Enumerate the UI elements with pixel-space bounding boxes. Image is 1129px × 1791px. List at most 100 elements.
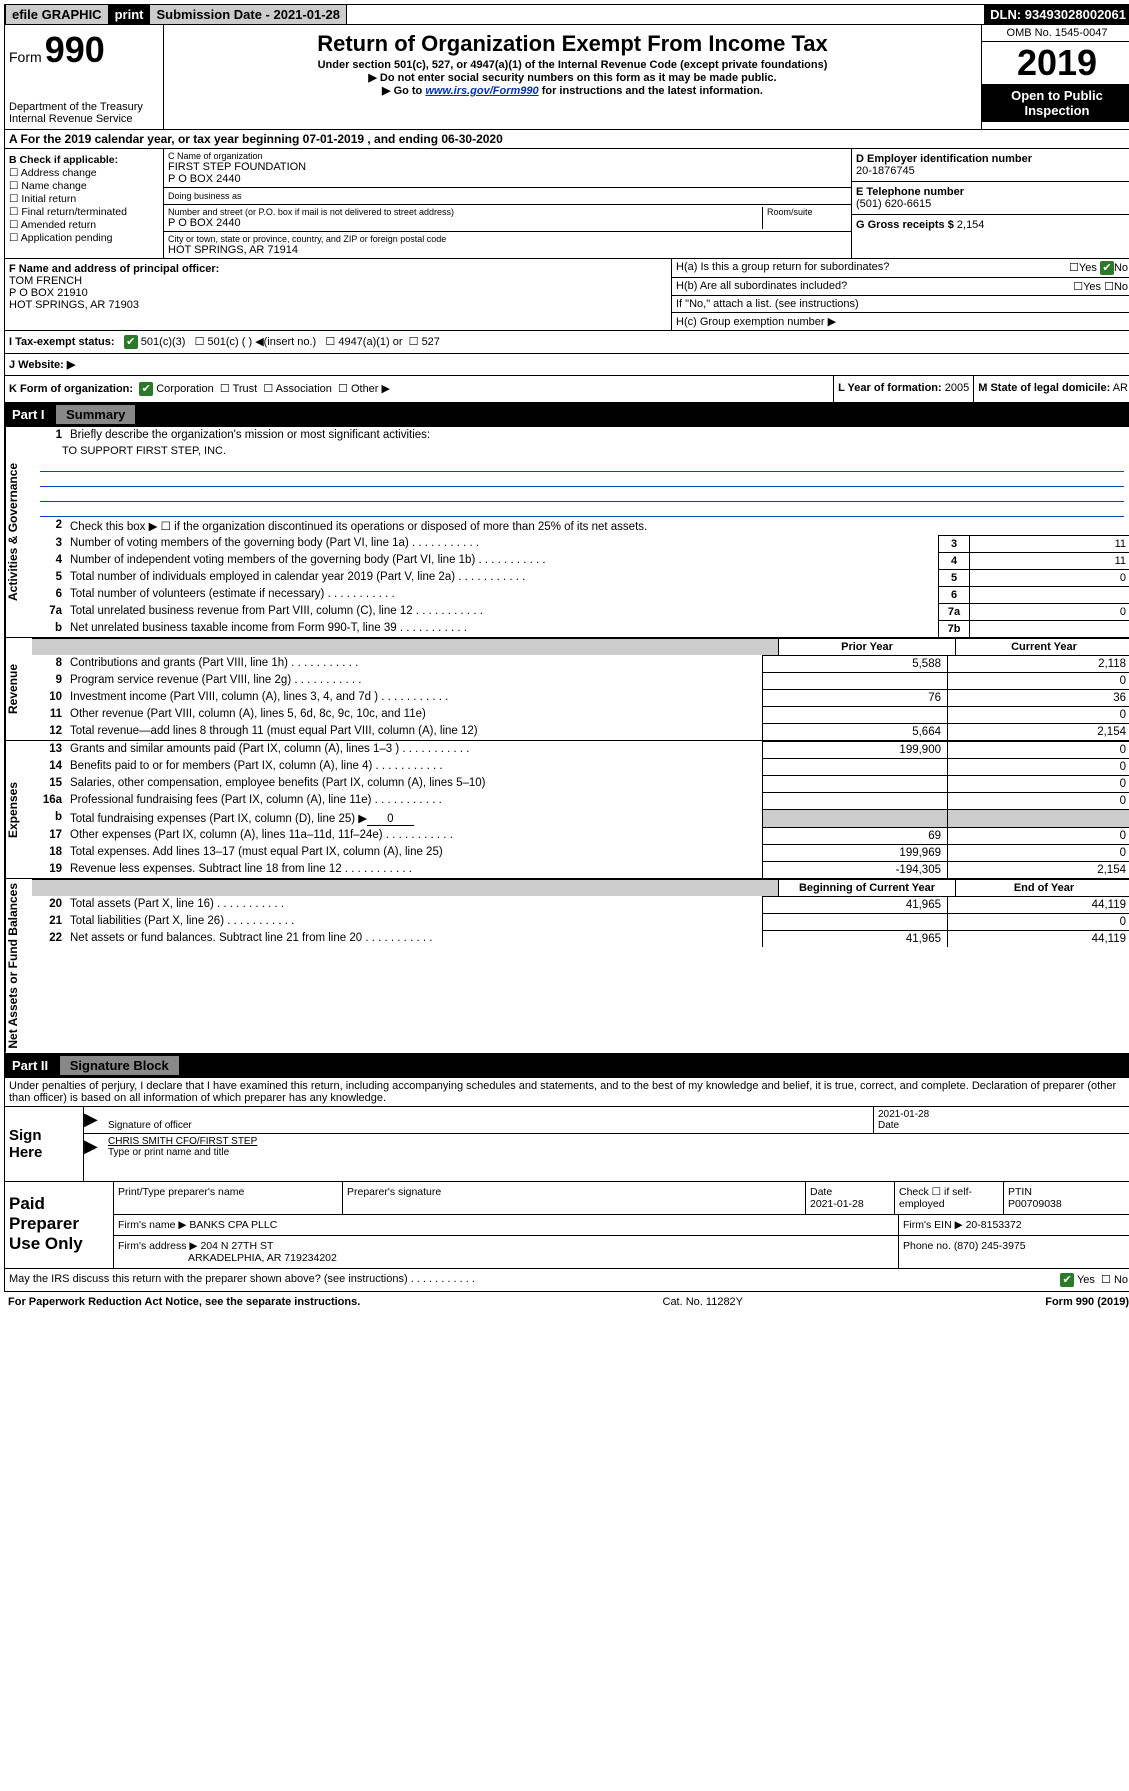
g-label: G Gross receipts $: [856, 219, 954, 231]
ptin-label: PTIN: [1008, 1186, 1032, 1198]
subtitle-1: Under section 501(c), 527, or 4947(a)(1)…: [168, 59, 977, 71]
line20: Total assets (Part X, line 16): [66, 896, 762, 913]
chk-amended-return[interactable]: Amended return: [9, 219, 159, 231]
line6: Total number of volunteers (estimate if …: [66, 586, 938, 603]
part1-header: Part I Summary: [4, 403, 1129, 426]
firm-ein: 20-8153372: [966, 1219, 1022, 1231]
prep-date-label: Date: [810, 1186, 832, 1198]
side-expenses: Expenses: [5, 741, 32, 878]
opt-501c[interactable]: 501(c) ( ) ◀(insert no.): [208, 336, 317, 348]
expenses-section: Expenses 13Grants and similar amounts pa…: [4, 741, 1129, 879]
m-val: AR: [1113, 382, 1128, 394]
line14: Benefits paid to or for members (Part IX…: [66, 758, 762, 775]
f-label: F Name and address of principal officer:: [9, 263, 219, 275]
p17: 69: [762, 827, 947, 844]
opt-corp[interactable]: Corporation: [156, 383, 213, 395]
opt-4947[interactable]: 4947(a)(1) or: [338, 336, 402, 348]
v7b: [969, 620, 1129, 637]
paid-label: Paid Preparer Use Only: [5, 1182, 113, 1268]
p12: 5,664: [762, 723, 947, 740]
line5: Total number of individuals employed in …: [66, 569, 938, 586]
discuss-yes[interactable]: Yes: [1077, 1274, 1095, 1286]
opt-other[interactable]: Other ▶: [351, 383, 390, 395]
c20: 44,119: [947, 896, 1129, 913]
chk-initial-return[interactable]: Initial return: [9, 193, 159, 205]
check-self-employed[interactable]: Check ☐ if self-employed: [895, 1182, 1004, 1214]
open-public-badge: Open to Public Inspection: [982, 84, 1129, 122]
discuss-no[interactable]: No: [1114, 1274, 1128, 1286]
c18: 0: [947, 844, 1129, 861]
opt-501c3[interactable]: 501(c)(3): [141, 336, 186, 348]
subtitle-3-post: for instructions and the latest informat…: [542, 85, 763, 97]
l16b-val: 0: [367, 813, 413, 826]
form-title: Return of Organization Exempt From Incom…: [168, 31, 977, 57]
type-name-label: Type or print name and title: [108, 1147, 229, 1158]
chk-name-change[interactable]: Name change: [9, 180, 159, 192]
ha-no[interactable]: No: [1114, 262, 1128, 274]
chk-final-return[interactable]: Final return/terminated: [9, 206, 159, 218]
l-label: L Year of formation:: [838, 382, 942, 394]
chk-address-change[interactable]: Address change: [9, 167, 159, 179]
l-val: 2005: [945, 382, 969, 394]
discuss-yes-check: ✔: [1060, 1273, 1074, 1287]
ein-value: 20-1876745: [856, 165, 1128, 177]
p11: [762, 706, 947, 723]
k-label: K Form of organization:: [9, 383, 133, 395]
hb-yes[interactable]: Yes: [1083, 281, 1101, 293]
p9: [762, 672, 947, 689]
sig-date-val: 2021-01-28: [878, 1109, 929, 1120]
ha-yes[interactable]: Yes: [1079, 262, 1097, 274]
sign-here-label: Sign Here: [5, 1107, 83, 1181]
tax-year: 2019: [982, 42, 1129, 84]
opt-trust[interactable]: Trust: [233, 383, 258, 395]
mission-text: TO SUPPORT FIRST STEP, INC.: [32, 443, 1129, 457]
c10: 36: [947, 689, 1129, 706]
omb-number: OMB No. 1545-0047: [982, 25, 1129, 42]
c21: 0: [947, 913, 1129, 930]
city-value: HOT SPRINGS, AR 71914: [168, 244, 847, 256]
print-button[interactable]: print: [109, 5, 150, 24]
501c3-check: ✔: [124, 335, 138, 349]
line2: Check this box ▶ ☐ if the organization d…: [66, 517, 1129, 535]
efile-label: efile GRAPHIC: [5, 5, 109, 24]
part2-label: Part II: [12, 1058, 56, 1073]
firm-phone-label: Phone no.: [903, 1240, 951, 1252]
org-addr: P O BOX 2440: [168, 173, 847, 185]
section-f: F Name and address of principal officer:…: [4, 259, 1129, 331]
v7a: 0: [969, 603, 1129, 620]
begin-year-header: Beginning of Current Year: [778, 879, 955, 896]
ha-no-check: ✔: [1100, 261, 1114, 275]
hb-label: H(b) Are all subordinates included?: [676, 280, 1073, 293]
footer: For Paperwork Reduction Act Notice, see …: [4, 1292, 1129, 1312]
c16a: 0: [947, 792, 1129, 809]
cat-no: Cat. No. 11282Y: [360, 1296, 1045, 1308]
subtitle-3-pre: ▶ Go to: [382, 85, 425, 97]
dept-label: Department of the Treasury: [9, 101, 159, 113]
form-footer: Form 990 (2019): [1045, 1296, 1129, 1308]
c9: 0: [947, 672, 1129, 689]
officer-addr1: P O BOX 21910: [9, 287, 88, 299]
corp-check: ✔: [139, 382, 153, 396]
part2-title: Signature Block: [60, 1056, 179, 1075]
part1-body: Activities & Governance 1Briefly describ…: [4, 426, 1129, 638]
line11: Other revenue (Part VIII, column (A), li…: [66, 706, 762, 723]
hb-no[interactable]: No: [1114, 281, 1128, 293]
opt-assoc[interactable]: Association: [276, 383, 332, 395]
room-label: Room/suite: [762, 207, 847, 229]
submission-date: Submission Date - 2021-01-28: [149, 5, 347, 24]
top-bar: efile GRAPHIC print Submission Date - 20…: [4, 4, 1129, 25]
v3: 11: [969, 535, 1129, 552]
dln-label: DLN: 93493028002061: [984, 5, 1129, 24]
v5: 0: [969, 569, 1129, 586]
c12: 2,154: [947, 723, 1129, 740]
c8: 2,118: [947, 655, 1129, 672]
line21: Total liabilities (Part X, line 26): [66, 913, 762, 930]
b-label: B Check if applicable:: [9, 154, 118, 166]
p22: 41,965: [762, 930, 947, 947]
line18: Total expenses. Add lines 13–17 (must eq…: [66, 844, 762, 861]
p16b: [762, 809, 947, 827]
org-name: FIRST STEP FOUNDATION: [168, 161, 847, 173]
form990-link[interactable]: www.irs.gov/Form990: [425, 85, 538, 97]
opt-527[interactable]: 527: [422, 336, 440, 348]
chk-application-pending[interactable]: Application pending: [9, 232, 159, 244]
